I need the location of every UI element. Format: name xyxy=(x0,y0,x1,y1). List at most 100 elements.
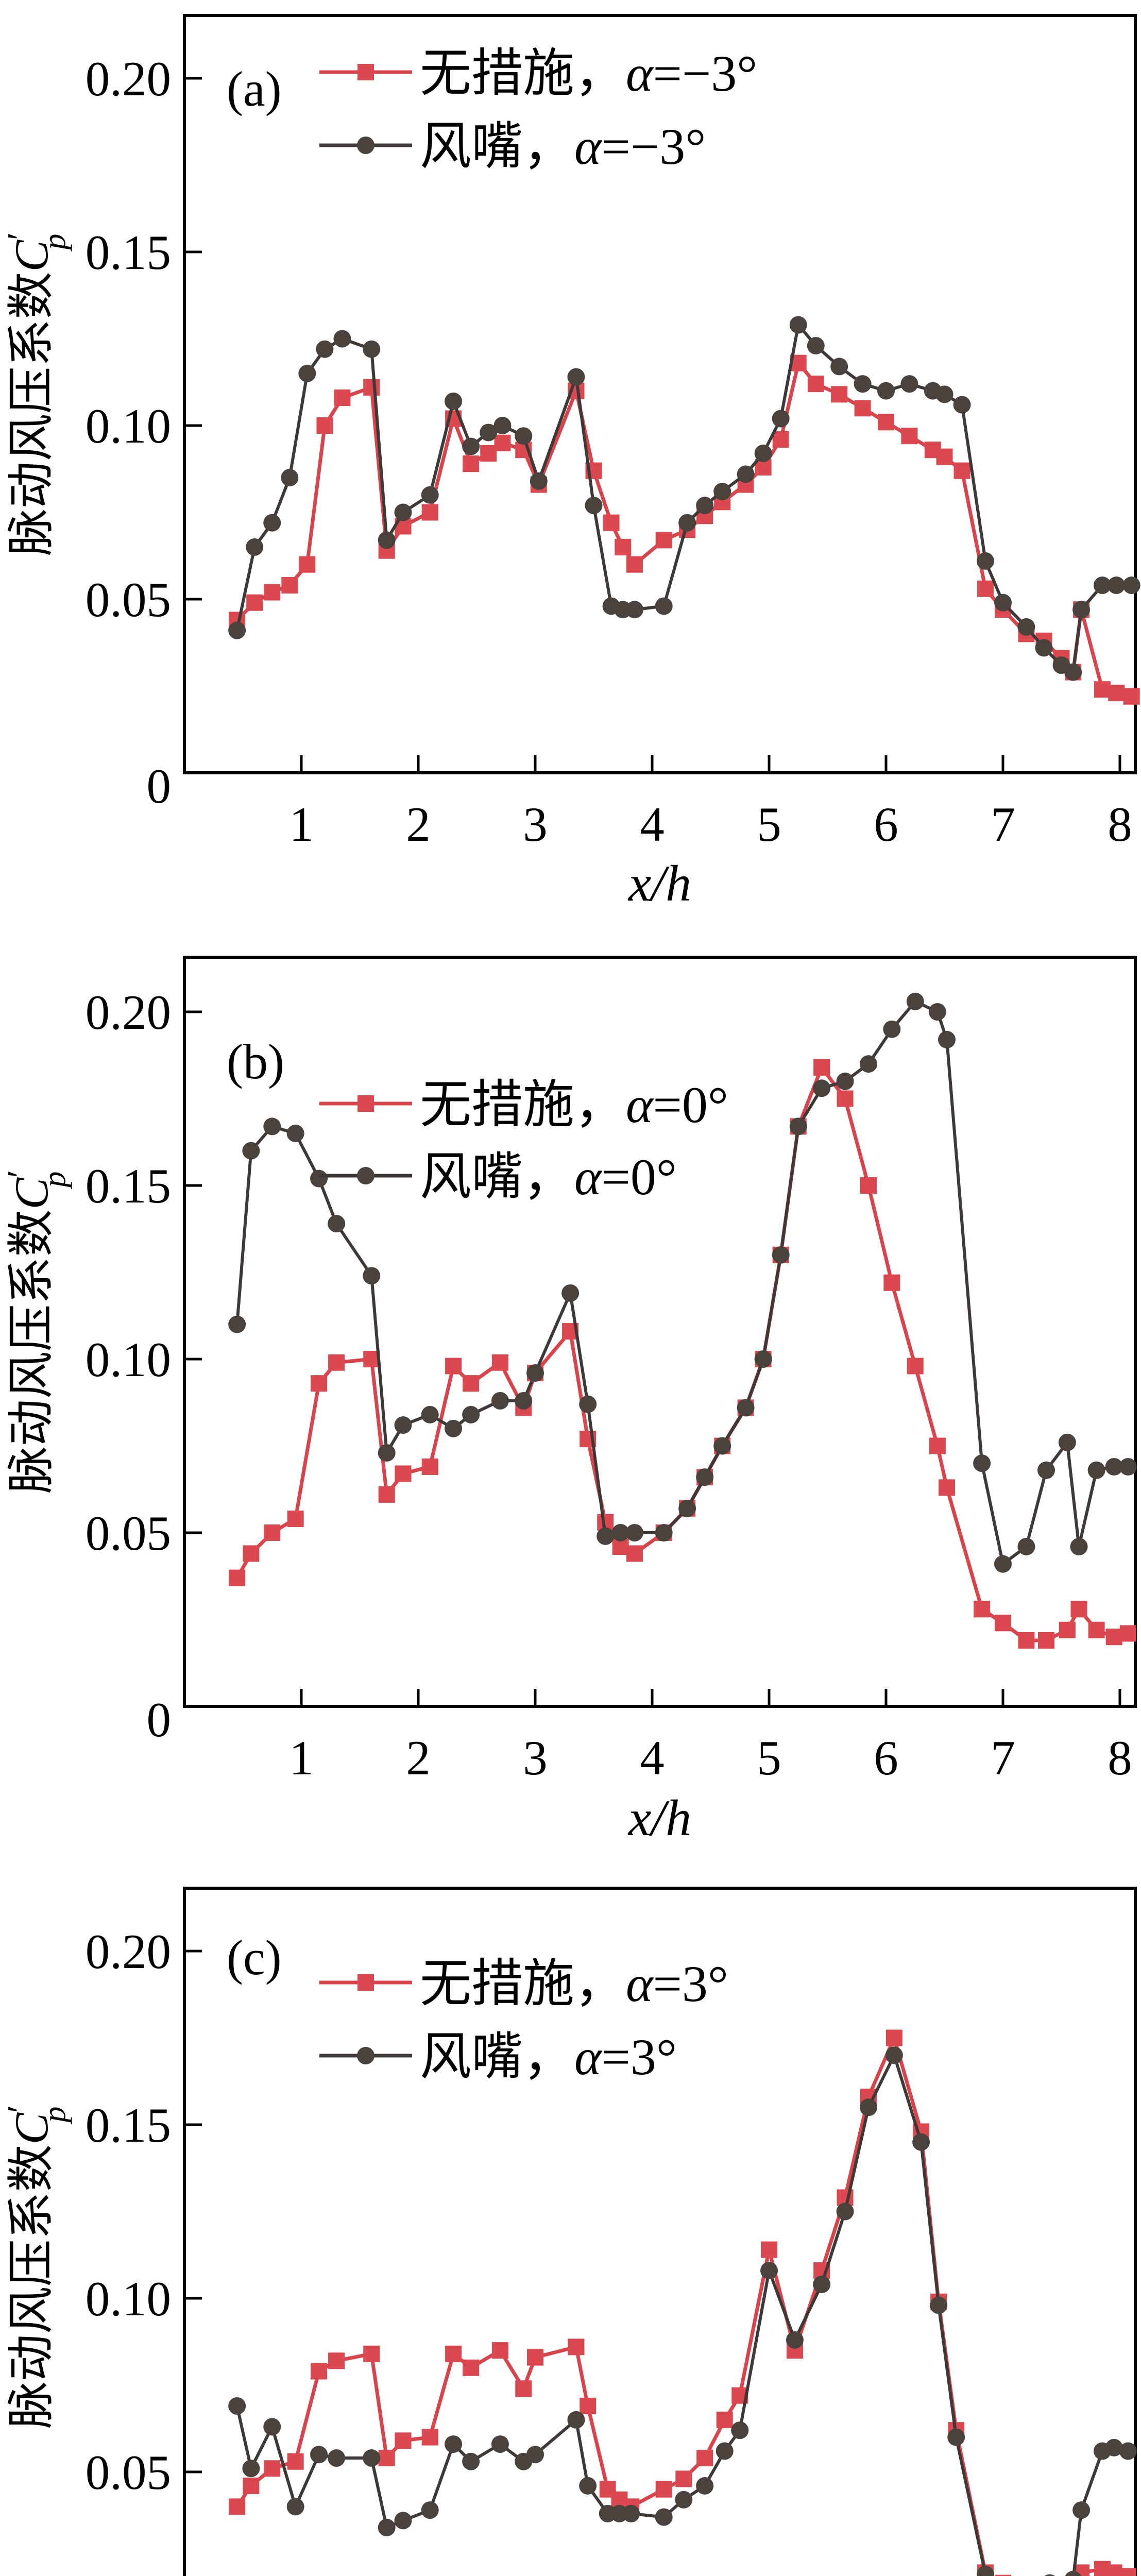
square-marker xyxy=(1070,1601,1087,1618)
square-marker xyxy=(287,1511,304,1528)
circle-marker xyxy=(1037,1461,1055,1479)
circle-marker xyxy=(760,2262,778,2280)
square-marker xyxy=(395,1465,412,1482)
chart-b-svg: 0.05 0.10 0.15 0.20 0 1 2 3 4 5 6 7 8 x/h 脉动风压系数C′p (b)… xyxy=(1,956,1137,1846)
circle-marker xyxy=(1105,1458,1123,1476)
circle-marker xyxy=(1064,663,1082,681)
square-marker xyxy=(491,2342,508,2359)
y-axis-title-text: 脉动风压系数 xyxy=(5,1209,58,1494)
legend-label-value: =−3° xyxy=(653,45,758,102)
circle-marker xyxy=(1072,601,1091,619)
circle-marker xyxy=(836,2202,854,2221)
square-marker xyxy=(421,1458,438,1475)
square-marker xyxy=(901,428,918,445)
square-marker xyxy=(878,414,894,431)
x-tick-label: 3 xyxy=(523,1731,548,1785)
square-marker xyxy=(716,2411,733,2428)
square-marker xyxy=(626,556,643,573)
circle-marker xyxy=(1119,2442,1137,2460)
y-axis-title: 脉动风压系数C′p xyxy=(1,232,72,556)
square-marker xyxy=(761,2241,777,2258)
circle-marker xyxy=(1058,1433,1076,1451)
square-marker xyxy=(772,431,789,448)
square-marker xyxy=(1018,1632,1035,1649)
circle-marker xyxy=(378,2518,396,2536)
legend-label-value: =0° xyxy=(602,1148,677,1206)
circle-marker xyxy=(480,423,498,442)
square-marker xyxy=(860,1177,877,1194)
legend-row: 风嘴，α=0° xyxy=(319,1148,677,1206)
legend-label-name: 风嘴， xyxy=(420,2028,574,2086)
legend-label: 风嘴，α=3° xyxy=(420,2028,677,2086)
y-tick-label: 0.10 xyxy=(86,2272,171,2326)
circle-marker xyxy=(363,340,381,358)
circle-marker xyxy=(859,1055,877,1073)
circle-marker xyxy=(567,2411,585,2429)
square-marker xyxy=(675,2470,692,2487)
circle-marker xyxy=(526,1364,544,1382)
x-axis-title: x/h xyxy=(627,1789,691,1846)
circle-marker xyxy=(263,2418,281,2436)
chart-a-svg: 0.05 0.10 0.15 0.20 0 1 2 3 4 5 6 7 8 x/h 脉动风压系数C′p (a)… xyxy=(1,14,1140,912)
x-axis: 1 2 3 4 5 6 7 8 xyxy=(289,755,1132,852)
y-origin-label: 0 xyxy=(147,759,172,814)
y-tick-label: 0.05 xyxy=(86,2445,171,2500)
circle-marker xyxy=(1044,2574,1055,2576)
square-marker xyxy=(494,434,511,451)
circle-marker xyxy=(310,1170,328,1188)
y-tick-label: 0.15 xyxy=(86,1159,171,1213)
circle-marker xyxy=(655,1524,673,1541)
square-marker xyxy=(421,504,438,521)
chart-panel-c: 0.050.100.150.20012345678x/h脉动风压系数C′p(c)… xyxy=(0,1859,1141,2576)
square-marker xyxy=(1105,2564,1122,2576)
circle-marker xyxy=(1072,2501,1091,2519)
circle-marker xyxy=(976,2565,994,2576)
circle-marker xyxy=(877,382,895,400)
series-wind-fairing xyxy=(228,2046,1137,2576)
circle-marker xyxy=(737,1399,755,1417)
legend-label: 无措施，α=0° xyxy=(420,1076,728,1133)
circle-marker xyxy=(754,444,772,462)
circle-marker xyxy=(462,2452,480,2470)
circle-marker xyxy=(1093,577,1111,595)
square-marker xyxy=(287,2453,304,2470)
square-marker xyxy=(603,514,620,531)
square-marker xyxy=(311,2363,328,2380)
square-marker xyxy=(831,386,848,403)
circle-marker xyxy=(622,2504,640,2522)
y-tick-label: 0.10 xyxy=(86,1332,171,1387)
circle-marker xyxy=(807,336,825,354)
circle-marker xyxy=(263,514,281,532)
circle-marker xyxy=(772,410,790,428)
x-tick-label: 4 xyxy=(640,797,665,852)
circle-marker xyxy=(1105,2438,1123,2456)
circle-marker xyxy=(713,1437,731,1455)
circle-marker xyxy=(585,497,603,515)
square-marker xyxy=(977,580,994,597)
legend-label-alpha: α xyxy=(574,2028,603,2086)
square-marker xyxy=(807,376,824,393)
square-marker xyxy=(445,2345,462,2362)
square-marker xyxy=(696,2450,713,2467)
circle-marker xyxy=(445,1419,463,1437)
legend-label: 无措施，α=3° xyxy=(420,1955,728,2012)
circle-marker xyxy=(310,2446,328,2464)
x-tick-label: 5 xyxy=(757,797,781,852)
y-axis: 0.05 0.10 0.15 0.20 0 xyxy=(86,52,202,814)
y-axis-title-symbol: C xyxy=(5,2112,58,2144)
square-marker xyxy=(445,1358,462,1375)
circle-marker xyxy=(731,2421,749,2439)
circle-marker xyxy=(625,1524,643,1541)
circle-marker xyxy=(567,368,585,386)
circle-marker xyxy=(1035,639,1053,657)
square-marker xyxy=(1123,688,1140,705)
circle-marker xyxy=(675,2490,693,2509)
circle-marker xyxy=(228,2397,246,2415)
circle-marker xyxy=(493,417,512,434)
y-tick-label: 0.05 xyxy=(86,1506,171,1561)
circle-marker xyxy=(789,1117,807,1136)
circle-marker xyxy=(445,2435,463,2453)
square-marker xyxy=(328,1354,345,1371)
square-marker xyxy=(421,2429,438,2446)
